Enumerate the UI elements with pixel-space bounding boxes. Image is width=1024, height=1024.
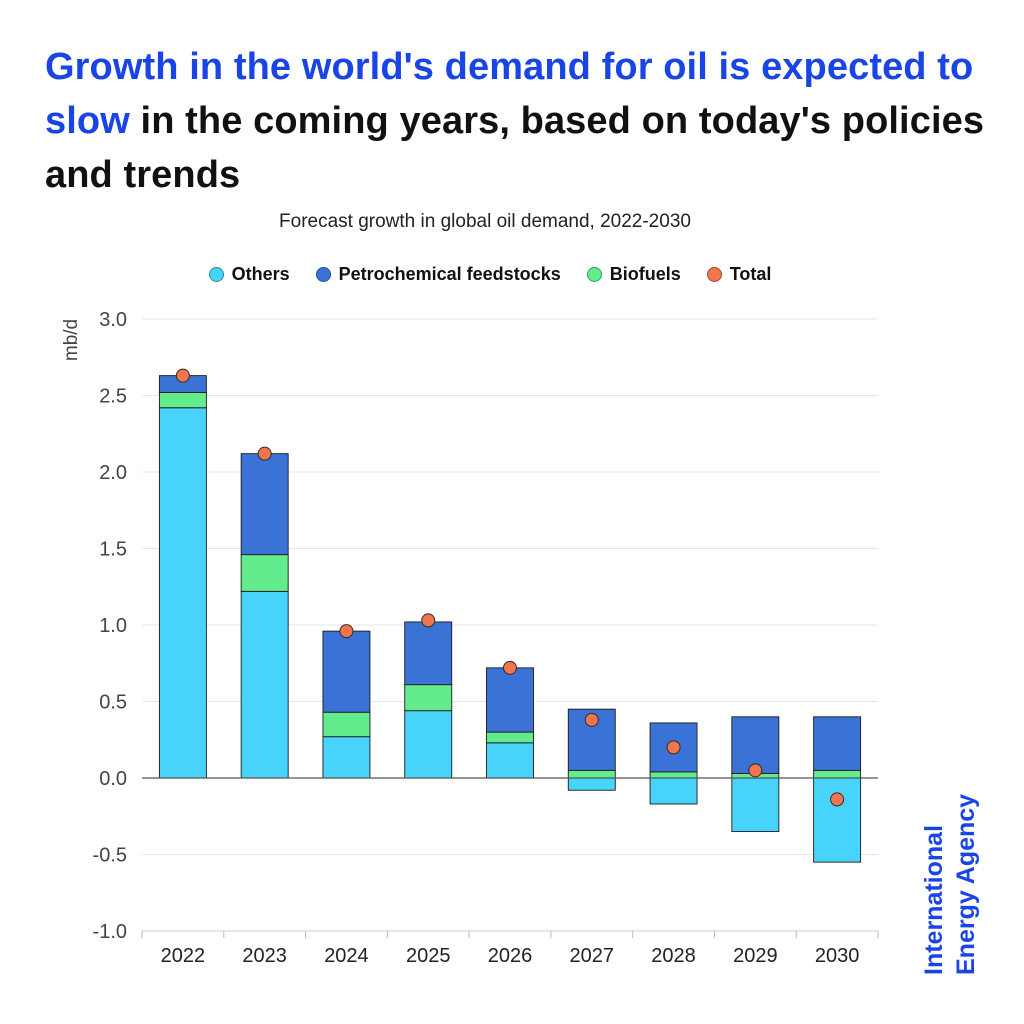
- total-point-2030: [830, 792, 845, 807]
- headline-rest: in the coming years, based on today's po…: [45, 100, 985, 196]
- total-point-2024: [339, 624, 354, 639]
- total-point-2023: [257, 446, 272, 461]
- total-point-2025: [421, 613, 436, 628]
- total-point-2027: [584, 712, 599, 727]
- legend-item-total: Total: [706, 264, 772, 285]
- y-tick-label: 2.5: [99, 386, 127, 408]
- bar-biofuels-2024: [322, 711, 371, 738]
- bar-biofuels-2023: [240, 554, 289, 592]
- bar-petrochemical-feedstocks-2026: [486, 667, 534, 733]
- legend-swatch: [586, 267, 602, 282]
- bar-biofuels-2025: [404, 684, 453, 712]
- x-tick-label: 2030: [815, 945, 860, 967]
- y-tick-label: 1.5: [99, 539, 127, 561]
- bar-petrochemical-feedstocks-2024: [322, 630, 371, 713]
- legend-item-biofuels: Biofuels: [586, 264, 681, 285]
- y-axis-label: mb/d: [61, 319, 82, 361]
- y-tick-label: 1.0: [99, 615, 127, 637]
- legend-label: Others: [231, 264, 290, 284]
- bar-others-2026: [486, 742, 534, 779]
- bar-others-2027: [567, 777, 616, 791]
- y-tick-label: 0.0: [99, 768, 127, 790]
- chart-title: Forecast growth in global oil demand, 20…: [279, 211, 691, 232]
- bar-others-2029: [731, 777, 780, 832]
- x-tick-label: 2024: [324, 945, 369, 967]
- headline: Growth in the world's demand for oil is …: [45, 40, 985, 202]
- bar-biofuels-2028: [649, 771, 698, 779]
- legend-swatch: [706, 267, 722, 282]
- iea-logo: International Energy Agency: [920, 794, 980, 975]
- bar-petrochemical-feedstocks-2023: [240, 453, 289, 556]
- brand-line-2: Energy Agency: [952, 794, 980, 975]
- y-tick-label: -0.5: [93, 845, 127, 867]
- total-point-2026: [503, 660, 517, 675]
- bar-others-2028: [649, 777, 698, 805]
- bar-biofuels-2027: [567, 769, 616, 779]
- y-tick-label: 3.0: [99, 309, 127, 331]
- y-tick-label: -1.0: [93, 921, 127, 943]
- x-tick-label: 2027: [570, 945, 615, 967]
- bar-petrochemical-feedstocks-2025: [404, 621, 453, 686]
- bar-biofuels-2030: [813, 769, 862, 779]
- bar-petrochemical-feedstocks-2030: [813, 716, 862, 771]
- x-tick-label: 2029: [733, 945, 778, 967]
- y-tick-label: 2.0: [99, 462, 127, 484]
- x-tick-label: 2023: [242, 945, 287, 967]
- x-tick-label: 2026: [488, 945, 533, 967]
- bar-biofuels-2026: [486, 731, 534, 744]
- bar-others-2022: [158, 407, 207, 779]
- bar-others-2025: [404, 710, 453, 779]
- legend-label: Biofuels: [609, 264, 681, 284]
- legend-swatch: [315, 267, 331, 282]
- bar-others-2024: [322, 736, 371, 779]
- brand-line-1: International: [920, 825, 948, 975]
- x-tick-label: 2025: [406, 945, 451, 967]
- bar-biofuels-2022: [158, 391, 207, 409]
- total-point-2028: [666, 740, 681, 755]
- legend-label: Petrochemical feedstocks: [338, 264, 561, 284]
- legend-swatch: [208, 267, 224, 282]
- bar-others-2023: [240, 590, 289, 779]
- x-tick-label: 2022: [161, 945, 206, 967]
- legend-item-others: Others: [208, 264, 290, 285]
- total-point-2029: [748, 763, 763, 778]
- legend-item-petrochemical-feedstocks: Petrochemical feedstocks: [315, 264, 561, 285]
- bar-others-2030: [813, 777, 862, 863]
- total-point-2022: [175, 368, 190, 383]
- y-tick-label: 0.5: [99, 692, 127, 714]
- chart-legend: Others Petrochemical feedstocks Biofuels To…: [140, 264, 840, 285]
- legend-label: Total: [729, 264, 772, 284]
- x-tick-label: 2028: [651, 945, 696, 967]
- headline-highlight: Growth in the world's demand for oil is …: [45, 46, 974, 142]
